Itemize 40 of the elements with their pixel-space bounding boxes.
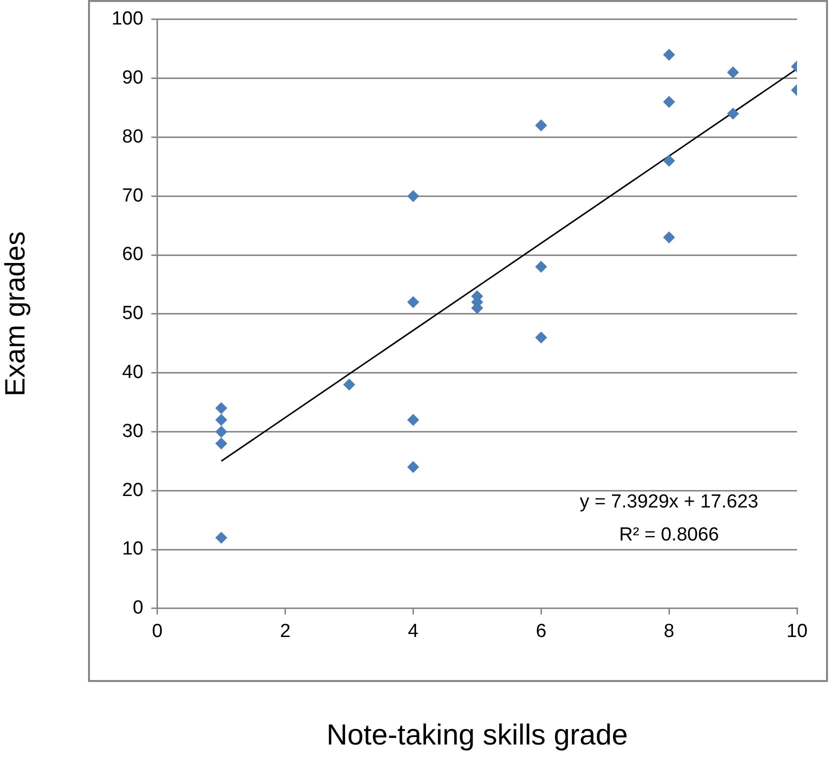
- annotation: y = 7.3929x + 17.623: [580, 492, 758, 513]
- y-tick-label: 50: [122, 303, 144, 324]
- x-tick-label: 0: [152, 621, 163, 642]
- point: [727, 108, 740, 120]
- x-tick-label: 8: [664, 621, 674, 642]
- point: [215, 414, 228, 426]
- point: [343, 378, 356, 391]
- point: [215, 437, 228, 450]
- y-tick-label: 60: [122, 244, 144, 266]
- y-tick-label: 90: [122, 68, 144, 89]
- point: [663, 96, 676, 108]
- point: [407, 461, 420, 474]
- point: [663, 231, 676, 244]
- x-axis-title: Note-taking skills grade: [326, 720, 628, 752]
- y-tick-label: 40: [122, 362, 144, 384]
- point: [407, 190, 420, 202]
- y-axis-title: Exam grades: [0, 231, 31, 396]
- point: [535, 119, 548, 132]
- point: [727, 66, 740, 78]
- point: [215, 402, 228, 414]
- x-tick-label: 4: [408, 621, 419, 642]
- y-tick-label: 20: [122, 480, 144, 501]
- point: [215, 426, 228, 438]
- x-tick-label: 10: [786, 621, 808, 642]
- point: [407, 414, 420, 426]
- y-tick-label: 0: [132, 598, 144, 619]
- point: [407, 296, 420, 308]
- y-tick-label: 100: [112, 8, 144, 30]
- annotation: R² = 0.8066: [619, 524, 719, 546]
- point: [663, 154, 676, 167]
- point: [663, 48, 676, 61]
- x-tick-label: 2: [280, 621, 291, 642]
- point: [215, 532, 228, 544]
- y-tick-label: 30: [122, 420, 144, 442]
- y-tick-label: 10: [122, 538, 144, 560]
- y-tick-label: 70: [122, 185, 144, 206]
- point: [535, 331, 548, 344]
- point: [535, 260, 548, 273]
- y-tick-label: 80: [122, 126, 144, 148]
- x-tick-label: 6: [536, 621, 546, 642]
